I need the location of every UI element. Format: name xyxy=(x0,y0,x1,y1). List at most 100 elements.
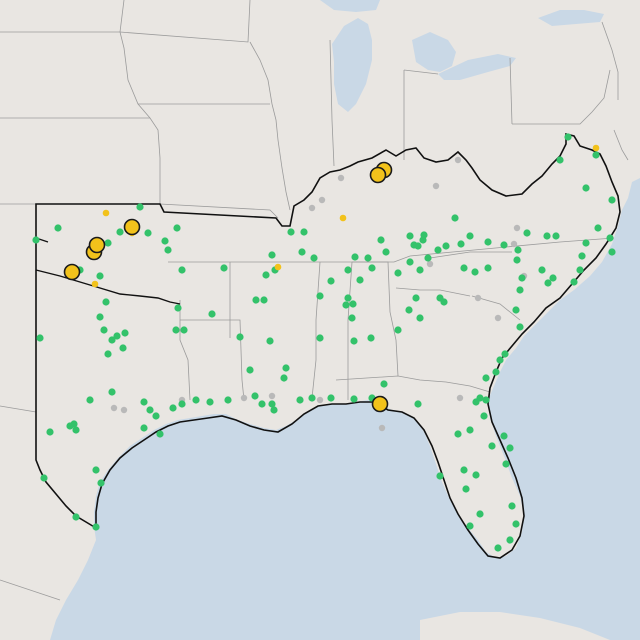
green-point[interactable] xyxy=(350,395,358,403)
green-point[interactable] xyxy=(377,236,385,244)
green-point[interactable] xyxy=(350,337,358,345)
green-point[interactable] xyxy=(424,254,432,262)
green-point[interactable] xyxy=(496,356,504,364)
green-point[interactable] xyxy=(86,396,94,404)
green-point[interactable] xyxy=(382,248,390,256)
green-point[interactable] xyxy=(72,513,80,521)
green-point[interactable] xyxy=(512,306,520,314)
green-point[interactable] xyxy=(606,234,614,242)
green-point[interactable] xyxy=(543,232,551,240)
green-point[interactable] xyxy=(608,196,616,204)
green-point[interactable] xyxy=(506,536,514,544)
green-point[interactable] xyxy=(152,412,160,420)
green-point[interactable] xyxy=(576,266,584,274)
green-point[interactable] xyxy=(480,412,488,420)
green-point[interactable] xyxy=(514,246,522,254)
green-point[interactable] xyxy=(316,334,324,342)
green-point[interactable] xyxy=(178,266,186,274)
green-point[interactable] xyxy=(484,238,492,246)
green-point[interactable] xyxy=(466,232,474,240)
green-point[interactable] xyxy=(516,323,524,331)
gray-point[interactable] xyxy=(456,394,464,402)
green-point[interactable] xyxy=(100,326,108,334)
gray-point[interactable] xyxy=(110,404,118,412)
green-point[interactable] xyxy=(66,422,74,430)
green-point[interactable] xyxy=(406,232,414,240)
green-point[interactable] xyxy=(492,368,500,376)
green-point[interactable] xyxy=(582,184,590,192)
green-point[interactable] xyxy=(460,466,468,474)
green-point[interactable] xyxy=(287,228,295,236)
green-point[interactable] xyxy=(500,432,508,440)
green-point[interactable] xyxy=(502,460,510,468)
green-point[interactable] xyxy=(454,430,462,438)
green-point[interactable] xyxy=(570,278,578,286)
gold-small-point[interactable] xyxy=(102,209,110,217)
green-point[interactable] xyxy=(260,296,268,304)
green-point[interactable] xyxy=(482,374,490,382)
green-point[interactable] xyxy=(506,444,514,452)
green-point[interactable] xyxy=(308,394,316,402)
green-point[interactable] xyxy=(92,523,100,531)
green-point[interactable] xyxy=(544,279,552,287)
green-point[interactable] xyxy=(268,251,276,259)
green-point[interactable] xyxy=(144,229,152,237)
green-point[interactable] xyxy=(538,266,546,274)
gold-large-point[interactable] xyxy=(371,395,389,413)
gold-small-point[interactable] xyxy=(592,144,600,152)
green-point[interactable] xyxy=(476,510,484,518)
green-point[interactable] xyxy=(246,366,254,374)
green-point[interactable] xyxy=(296,396,304,404)
green-point[interactable] xyxy=(472,471,480,479)
green-point[interactable] xyxy=(440,298,448,306)
green-point[interactable] xyxy=(40,474,48,482)
green-point[interactable] xyxy=(310,254,318,262)
green-point[interactable] xyxy=(594,224,602,232)
green-point[interactable] xyxy=(394,269,402,277)
gray-point[interactable] xyxy=(318,196,326,204)
green-point[interactable] xyxy=(494,544,502,552)
gray-point[interactable] xyxy=(474,294,482,302)
green-point[interactable] xyxy=(420,231,428,239)
green-point[interactable] xyxy=(608,248,616,256)
green-point[interactable] xyxy=(501,350,509,358)
green-point[interactable] xyxy=(270,406,278,414)
green-point[interactable] xyxy=(252,296,260,304)
green-point[interactable] xyxy=(466,426,474,434)
green-point[interactable] xyxy=(460,264,468,272)
gold-small-point[interactable] xyxy=(91,280,99,288)
green-point[interactable] xyxy=(140,398,148,406)
green-point[interactable] xyxy=(146,406,154,414)
green-point[interactable] xyxy=(488,442,496,450)
green-point[interactable] xyxy=(368,264,376,272)
green-point[interactable] xyxy=(192,396,200,404)
gray-point[interactable] xyxy=(268,392,276,400)
green-point[interactable] xyxy=(552,232,560,240)
green-point[interactable] xyxy=(412,294,420,302)
green-point[interactable] xyxy=(466,522,474,530)
green-point[interactable] xyxy=(156,430,164,438)
green-point[interactable] xyxy=(394,326,402,334)
green-point[interactable] xyxy=(406,258,414,266)
green-point[interactable] xyxy=(364,254,372,262)
green-point[interactable] xyxy=(500,241,508,249)
green-point[interactable] xyxy=(121,329,129,337)
green-point[interactable] xyxy=(236,333,244,341)
gray-point[interactable] xyxy=(240,394,248,402)
green-point[interactable] xyxy=(268,400,276,408)
green-point[interactable] xyxy=(564,133,572,141)
green-point[interactable] xyxy=(436,472,444,480)
green-point[interactable] xyxy=(512,520,520,528)
green-point[interactable] xyxy=(113,332,121,340)
green-point[interactable] xyxy=(116,228,124,236)
gray-point[interactable] xyxy=(510,240,518,248)
green-point[interactable] xyxy=(513,256,521,264)
green-point[interactable] xyxy=(119,344,127,352)
green-point[interactable] xyxy=(416,266,424,274)
gray-point[interactable] xyxy=(454,156,462,164)
gray-point[interactable] xyxy=(426,260,434,268)
green-point[interactable] xyxy=(416,314,424,322)
green-point[interactable] xyxy=(508,502,516,510)
green-point[interactable] xyxy=(348,314,356,322)
